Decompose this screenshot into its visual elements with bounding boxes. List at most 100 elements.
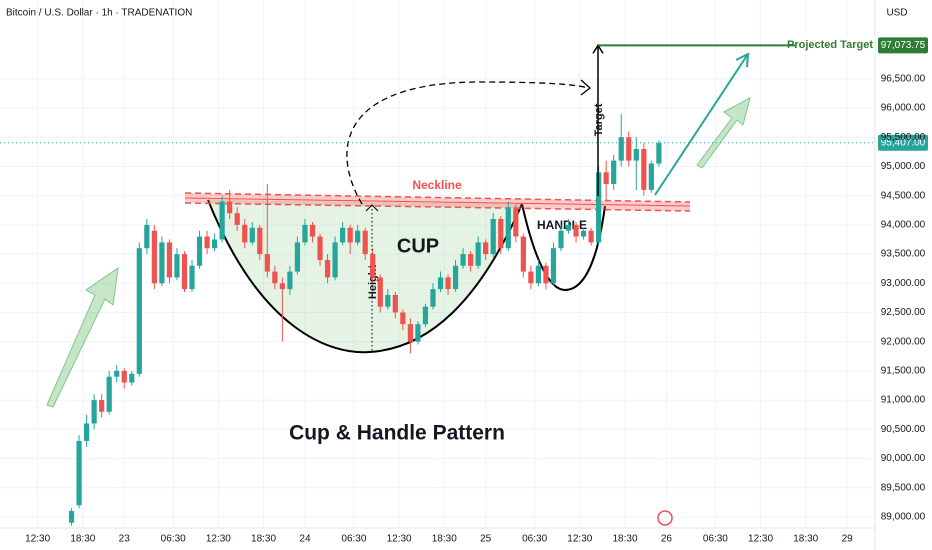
x-tick-label: 18:30 — [432, 534, 457, 545]
trend-arrow-left — [46, 266, 119, 408]
candle-body — [106, 376, 112, 412]
x-tick-label: 06:30 — [522, 534, 547, 545]
candle-body — [227, 201, 233, 214]
trend-arrow-right — [696, 97, 751, 169]
teal-arrowhead — [735, 52, 750, 68]
candle-body — [445, 277, 451, 290]
height-arrow — [365, 204, 379, 212]
y-tick-label: 89,000.00 — [881, 512, 926, 523]
x-tick-label: 26 — [661, 534, 673, 545]
candle-body — [332, 242, 338, 278]
y-tick-label: 91,500.00 — [881, 366, 926, 377]
cup-fill — [208, 200, 522, 353]
pattern-title: Cup & Handle Pattern — [289, 422, 505, 445]
candle-body — [204, 236, 210, 249]
candle-body — [573, 224, 579, 237]
x-tick-label: 18:30 — [612, 534, 637, 545]
x-tick-label: 23 — [119, 534, 131, 545]
candle-body — [362, 230, 368, 255]
handle-curve — [521, 203, 606, 292]
candle-body — [309, 224, 316, 237]
y-tick-label: 90,000.00 — [881, 453, 926, 464]
y-tick-label: 93,500.00 — [881, 249, 926, 260]
overlay: 95,407.00 Projected Target 97,073.75 — [0, 37, 928, 196]
candle-body — [618, 137, 624, 161]
candle-body — [452, 265, 459, 290]
candle-body — [99, 400, 105, 412]
candle-body — [317, 236, 323, 260]
candle-body — [242, 224, 248, 243]
x-tick-label: 18:30 — [793, 534, 818, 545]
x-tick-label: 29 — [842, 534, 854, 545]
candle-body — [633, 148, 639, 161]
candle-body — [475, 242, 481, 266]
candle-body — [370, 254, 376, 278]
y-tick-label: 95,000.00 — [881, 161, 926, 172]
candle-body — [468, 254, 474, 266]
candle-body — [257, 227, 263, 255]
candle-body — [340, 227, 346, 243]
neckline-bottom — [184, 202, 691, 212]
candle-body — [490, 219, 496, 255]
candle-body — [505, 207, 511, 249]
x-tick-label: 18:30 — [70, 534, 95, 545]
candle-body — [121, 370, 127, 383]
candle-body — [550, 248, 557, 284]
neckline-mid — [184, 197, 691, 207]
candle-body — [249, 227, 255, 243]
candle-body — [76, 440, 82, 506]
candle-body — [460, 254, 466, 266]
y-tick-label: 94,500.00 — [881, 190, 926, 201]
candle-body — [189, 265, 195, 290]
grid — [0, 0, 875, 528]
candle-body — [219, 201, 225, 240]
candles — [68, 113, 662, 526]
projection-curve — [346, 81, 589, 205]
candle-body — [136, 248, 142, 374]
candle-body — [196, 236, 203, 266]
x-tick-label: 24 — [299, 534, 311, 545]
candle-body — [114, 370, 120, 377]
candle-body — [535, 265, 542, 284]
candle-body — [611, 160, 617, 184]
x-tick-label: 12:30 — [206, 534, 231, 545]
y-tick-label: 96,000.00 — [881, 103, 926, 114]
candle-body — [151, 230, 157, 284]
candle-body — [430, 289, 436, 307]
y-tick-label: 92,500.00 — [881, 307, 926, 318]
candle-body — [83, 423, 90, 441]
target-label: Target — [593, 103, 605, 136]
candle-body — [181, 254, 188, 290]
y-tick-label: 89,500.00 — [881, 482, 926, 493]
x-tick-label: 25 — [480, 534, 492, 545]
x-tick-label: 12:30 — [25, 534, 50, 545]
candle-body — [656, 143, 662, 164]
last-price-label: 95,407.00 — [881, 137, 926, 148]
y-tick-label: 91,000.00 — [881, 395, 926, 406]
y-tick-label: 94,000.00 — [881, 220, 926, 231]
candle-body — [385, 294, 391, 307]
cup-label: CUP — [397, 235, 439, 257]
logo-icon — [657, 510, 673, 526]
target-label-bg — [795, 37, 875, 54]
y-tick-label: 92,000.00 — [881, 336, 926, 347]
candle-body — [603, 172, 609, 184]
candle-body — [287, 271, 293, 290]
x-tick-label: 06:30 — [161, 534, 186, 545]
x-tick-label: 06:30 — [341, 534, 366, 545]
candle-body — [264, 254, 270, 272]
candle-body — [596, 172, 602, 243]
candle-body — [407, 324, 413, 342]
candle-body — [377, 277, 383, 307]
x-tick-label: 12:30 — [567, 534, 592, 545]
target-price-box — [878, 37, 928, 54]
x-tick-label: 12:30 — [748, 534, 773, 545]
y-tick-label: 96,500.00 — [881, 73, 926, 84]
neckline-label: Neckline — [412, 178, 462, 192]
candle-body — [626, 137, 632, 161]
x-tick-label: 18:30 — [251, 534, 276, 545]
candle-body — [565, 224, 572, 231]
candle-body — [272, 271, 278, 284]
candle-body — [294, 242, 301, 272]
